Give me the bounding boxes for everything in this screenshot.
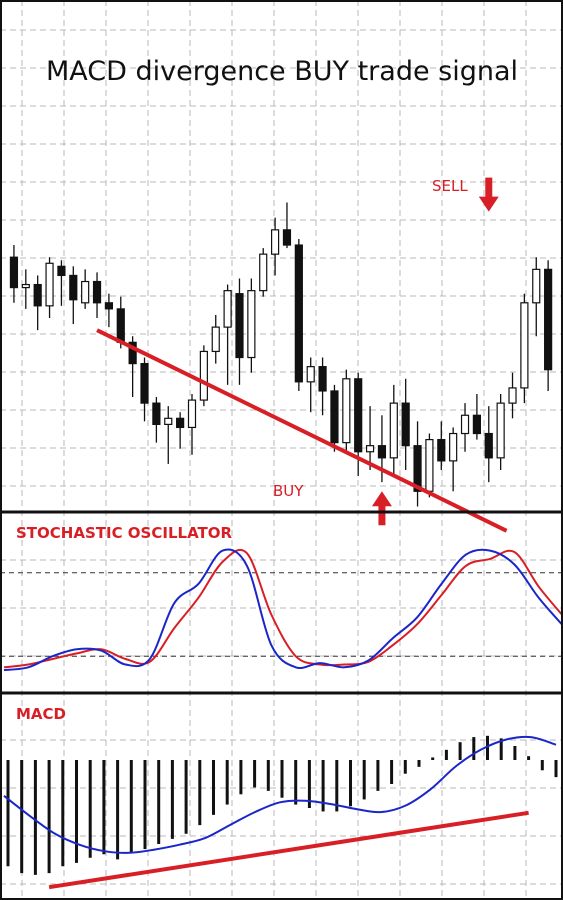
price-candles (9, 202, 553, 507)
price-candle-body (496, 402, 505, 459)
price-candle-body (342, 378, 351, 444)
price-candle-body (294, 244, 303, 383)
price-candle-body (140, 363, 149, 404)
price-candle-body (187, 399, 197, 429)
price-candle-body (116, 308, 125, 343)
price-candle-body (211, 326, 220, 353)
macd-divergence-line (48, 810, 529, 890)
sell-arrow (478, 177, 499, 212)
price-candle-body (21, 283, 30, 289)
stochastic-k-line (3, 548, 563, 672)
sell-label: SELL (432, 177, 468, 195)
price-candle-body (223, 290, 232, 328)
price-candle-body (282, 229, 292, 246)
price-candle-body (69, 274, 78, 301)
price-candle-body (354, 378, 363, 453)
arrow-shape (478, 177, 499, 212)
price-candle-body (81, 280, 90, 304)
price-candle-body (449, 432, 458, 462)
price-candle-body (247, 290, 256, 359)
price-candle-body (401, 402, 410, 447)
stochastic-panel: STOCHASTIC OSCILLATOR (0, 524, 563, 672)
price-candle-body (259, 253, 268, 292)
price-candle-body (425, 439, 434, 492)
support-trendline (96, 328, 508, 533)
price-candle-body (365, 445, 375, 453)
price-candle-body (437, 439, 446, 462)
price-candle-body (377, 445, 387, 459)
price-candle-body (306, 366, 315, 383)
price-candle-body (520, 302, 529, 389)
price-candle-body (57, 265, 66, 277)
price-candle-body (413, 445, 422, 492)
macd-title: MACD (16, 705, 66, 723)
stochastic-title: STOCHASTIC OSCILLATOR (16, 524, 232, 542)
price-candle-body (270, 229, 280, 255)
macd-histogram (6, 735, 558, 875)
price-candle-body (235, 293, 244, 359)
price-candle-body (199, 350, 208, 401)
buy-arrow (371, 491, 392, 526)
price-candle-body (92, 280, 102, 304)
macd-panel: MACD (3, 705, 558, 890)
buy-label: BUY (273, 482, 304, 500)
macd-signal-line (3, 735, 557, 854)
price-candle-body (532, 268, 541, 304)
price-candle-body (45, 262, 54, 307)
price-candle-body (389, 402, 398, 459)
price-candle-body (9, 256, 19, 289)
price-candle-body (484, 432, 493, 459)
arrow-shape (371, 491, 392, 526)
price-candle-body (318, 366, 327, 392)
price-panel: MACD divergence BUY trade signal SELL BU… (9, 56, 553, 533)
price-candle-body (33, 283, 42, 307)
price-candle-body (164, 417, 173, 426)
price-candle-body (152, 402, 161, 425)
price-candle-body (176, 417, 185, 429)
price-candle-body (508, 387, 517, 404)
price-candle-body (472, 414, 482, 435)
stochastic-levels (0, 572, 563, 657)
price-candle-body (330, 390, 339, 444)
price-candle-body (128, 341, 137, 365)
chart-title: MACD divergence BUY trade signal (46, 56, 518, 87)
price-candle-body (460, 414, 470, 435)
price-candle-body (544, 268, 553, 371)
price-candle-body (104, 302, 114, 310)
